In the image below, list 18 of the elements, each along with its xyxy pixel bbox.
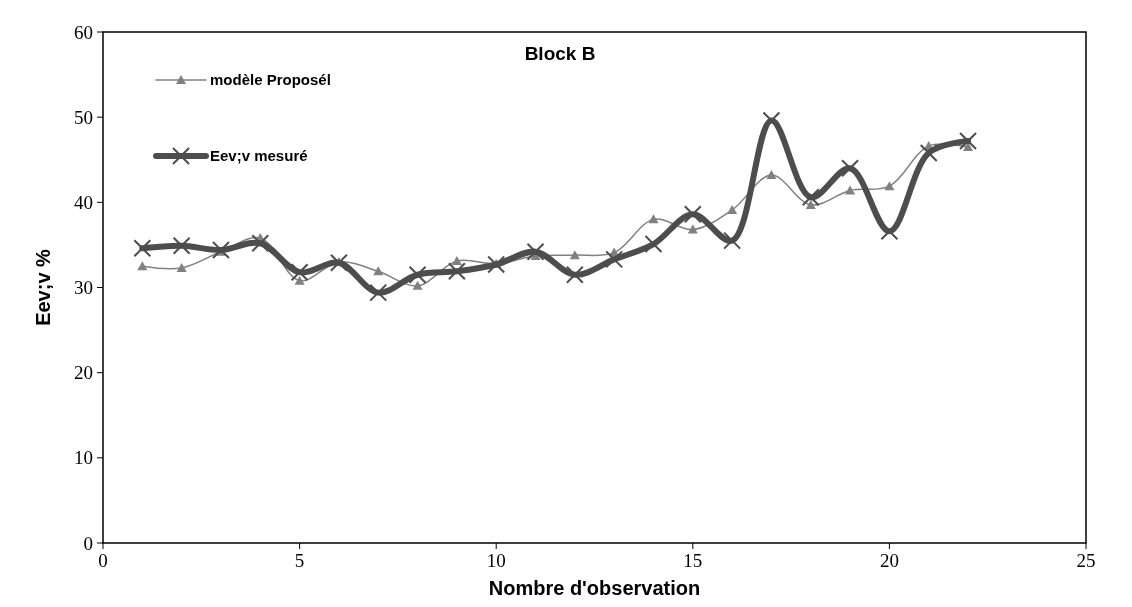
y-tick-label: 50 xyxy=(74,106,93,128)
x-tick-label: 0 xyxy=(98,550,108,571)
y-axis-title: Eev;v % xyxy=(32,248,54,326)
x-tick-label: 15 xyxy=(683,550,703,571)
y-tick-label: 0 xyxy=(83,532,93,554)
y-tick-label: 30 xyxy=(74,277,93,299)
x-tick-label: 10 xyxy=(486,550,506,571)
y-tick-label: 20 xyxy=(74,362,93,384)
legend-label: Eev;v mesuré xyxy=(210,147,308,165)
legend-label: modèle Proposél xyxy=(210,71,331,89)
y-tick-label: 40 xyxy=(74,191,93,213)
x-tick-label: 20 xyxy=(879,550,899,571)
x-tick-label: 25 xyxy=(1076,550,1096,571)
y-tick-label: 10 xyxy=(74,447,93,469)
x-tick-label: 5 xyxy=(294,550,305,571)
text: Block B xyxy=(524,43,596,64)
y-tick-label: 60 xyxy=(74,21,93,43)
x-axis-title: Nombre d'observation xyxy=(488,577,701,599)
